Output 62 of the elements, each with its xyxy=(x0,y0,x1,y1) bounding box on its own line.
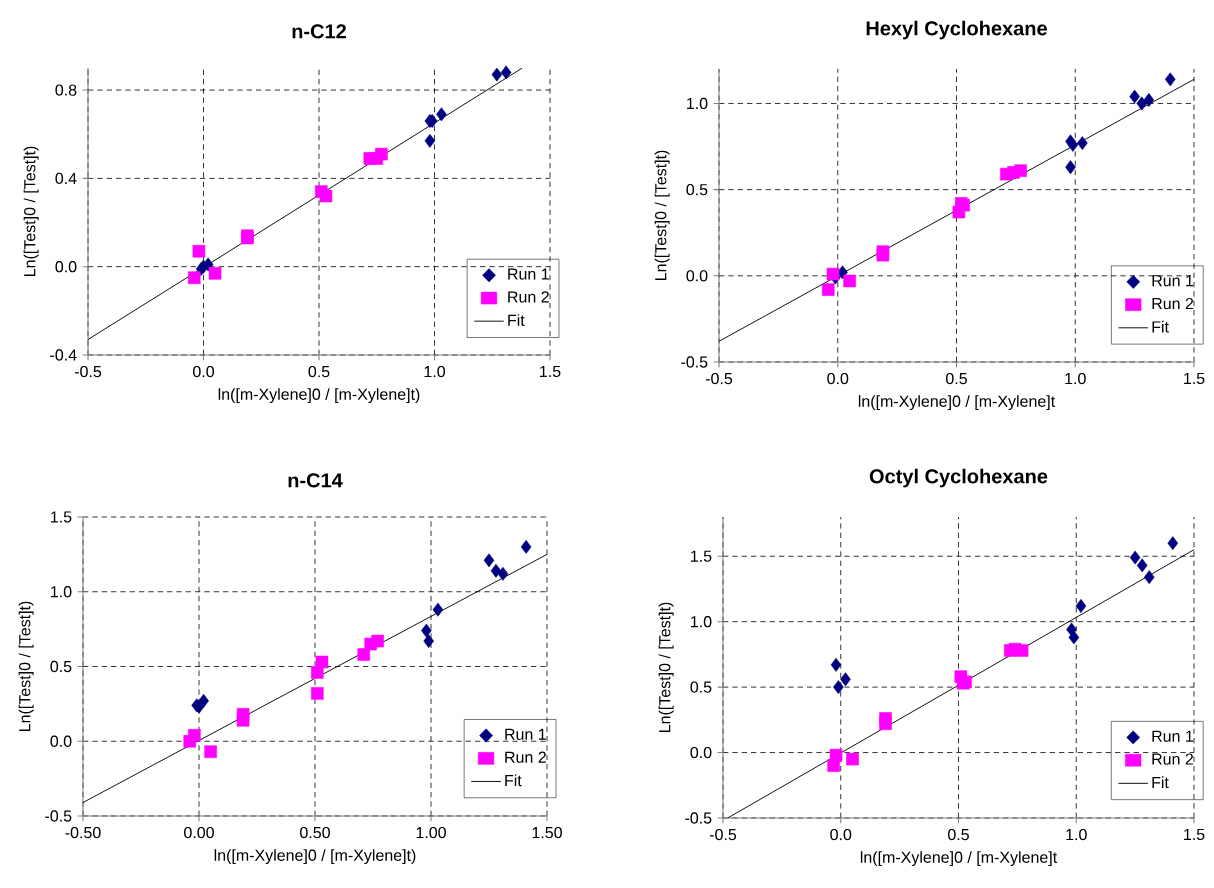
x-tick-label: 0.0 xyxy=(193,365,215,378)
legend-label: Fit xyxy=(505,774,522,787)
y-tick-label: 0.0 xyxy=(55,261,77,273)
x-axis-title: ln([m-Xylene]0 / [m-Xylene]t xyxy=(858,395,1056,411)
y-tick-label: 0.0 xyxy=(686,270,708,282)
y-tick-label: 0.5 xyxy=(686,183,708,196)
chart-title: n-C12 xyxy=(292,24,346,39)
x-tick-label: 0.5 xyxy=(948,828,969,841)
y-axis-title: Ln([Test]0 / [Test]t) xyxy=(18,601,34,731)
y-tick-label: 0.8 xyxy=(55,84,77,96)
y-tick-label: -0.5 xyxy=(45,810,72,822)
legend-label: Fit xyxy=(1152,320,1169,333)
y-tick-label: 0.4 xyxy=(55,172,77,185)
y-tick-label: 1.0 xyxy=(691,616,712,628)
x-tick-label: 0.5 xyxy=(946,372,967,385)
y-tick-label: 0.0 xyxy=(50,735,72,747)
legend-label: Run 1 xyxy=(505,728,546,740)
legend-label: Run 2 xyxy=(1152,297,1194,310)
y-tick-label: 1.0 xyxy=(51,586,72,598)
y-tick-label: 1.0 xyxy=(687,97,708,110)
x-tick-label: 1.5 xyxy=(1184,828,1205,841)
legend-label: Run 2 xyxy=(508,291,549,303)
x-tick-label: -0.5 xyxy=(709,828,737,841)
x-tick-label: 1.50 xyxy=(532,826,562,839)
x-tick-label: 1.00 xyxy=(416,826,446,839)
legend-label: Fit xyxy=(508,314,525,326)
legend-label: Run 2 xyxy=(505,751,546,763)
x-tick-label: -0.5 xyxy=(74,365,102,378)
legend-label: Run 1 xyxy=(1152,275,1194,287)
legend-label: Run 2 xyxy=(1152,753,1193,765)
y-tick-label: 0.5 xyxy=(50,660,72,673)
chart-title: Hexyl Cyclohexane xyxy=(866,20,1047,40)
x-tick-label: 1.0 xyxy=(1066,828,1087,841)
x-axis-title: ln([m-Xylene]0 / [m-Xylene]t) xyxy=(218,388,420,404)
chart-title: n-C14 xyxy=(288,473,343,488)
x-tick-label: 0.50 xyxy=(300,826,330,839)
y-axis-title: Ln([Test]0 / [Test]t) xyxy=(658,602,674,732)
x-tick-label: 1.0 xyxy=(1065,372,1086,385)
y-tick-label: 1.5 xyxy=(691,550,712,562)
chart-title: Octyl Cyclohexane xyxy=(869,468,1048,488)
y-tick-label: -0.4 xyxy=(50,349,77,361)
y-tick-label: 1.5 xyxy=(51,511,72,523)
y-tick-label: 0.0 xyxy=(690,746,712,759)
x-axis-title: ln([m-Xylene]0 / [m-Xylene]t xyxy=(860,851,1058,867)
x-tick-label: 0.0 xyxy=(827,372,849,385)
y-axis-title: Ln([Test]0 / [Test]t) xyxy=(23,146,39,276)
x-tick-label: -0.50 xyxy=(65,826,101,839)
y-tick-label: -0.5 xyxy=(685,812,712,824)
x-tick-label: 0.0 xyxy=(830,828,852,841)
y-tick-label: 0.5 xyxy=(690,681,712,693)
x-axis-title: ln([m-Xylene]0 / [m-Xylene]t) xyxy=(214,849,416,865)
x-tick-label: 1.0 xyxy=(424,365,446,378)
y-axis-title: Ln([Test]0 / [Test]t) xyxy=(654,150,670,280)
x-tick-label: 1.5 xyxy=(540,365,561,378)
legend-label: Fit xyxy=(1152,776,1169,789)
x-tick-label: 0.5 xyxy=(308,365,330,378)
legend-label: Run 1 xyxy=(1152,730,1194,742)
x-tick-label: -0.5 xyxy=(705,372,733,385)
legend-label: Run 1 xyxy=(508,268,549,280)
x-tick-label: 0.00 xyxy=(184,826,214,839)
x-tick-label: 1.5 xyxy=(1184,372,1205,385)
y-tick-label: -0.5 xyxy=(681,356,708,368)
